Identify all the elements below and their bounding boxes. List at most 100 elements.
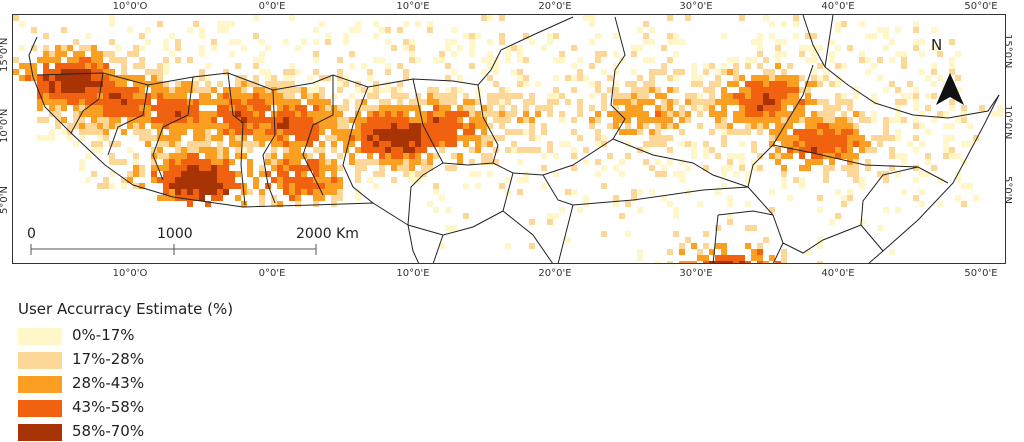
raster-cell <box>961 117 967 123</box>
raster-cell <box>115 87 121 93</box>
raster-cell <box>679 111 685 117</box>
raster-cell <box>637 117 643 123</box>
raster-cell <box>271 159 277 165</box>
raster-cell <box>229 171 235 177</box>
lon-tick-bottom: 20°0'E <box>538 268 572 279</box>
raster-cell <box>721 123 727 129</box>
raster-cell <box>775 87 781 93</box>
raster-cell <box>451 165 457 171</box>
raster-cell <box>211 183 217 189</box>
raster-cell <box>277 105 283 111</box>
raster-cell <box>751 117 757 123</box>
raster-cell <box>133 111 139 117</box>
raster-cell <box>181 99 187 105</box>
raster-cell <box>595 81 601 87</box>
raster-cell <box>571 63 577 69</box>
raster-cell <box>661 165 667 171</box>
raster-cell <box>289 141 295 147</box>
raster-cell <box>415 123 421 129</box>
raster-cell <box>847 105 853 111</box>
raster-cell <box>439 99 445 105</box>
raster-cell <box>475 117 481 123</box>
raster-cell <box>283 165 289 171</box>
raster-cell <box>373 183 379 189</box>
raster-cell <box>37 117 43 123</box>
raster-cell <box>859 51 865 57</box>
raster-cell <box>217 153 223 159</box>
raster-cell <box>619 171 625 177</box>
raster-cell <box>247 123 253 129</box>
raster-cell <box>289 63 295 69</box>
raster-cell <box>247 117 253 123</box>
raster-cell <box>157 129 163 135</box>
raster-cell <box>691 141 697 147</box>
raster-cell <box>307 141 313 147</box>
raster-cell <box>31 27 37 33</box>
raster-cell <box>37 87 43 93</box>
raster-cell <box>349 93 355 99</box>
raster-cell <box>355 117 361 123</box>
raster-cell <box>217 111 223 117</box>
raster-cell <box>85 123 91 129</box>
raster-cell <box>49 57 55 63</box>
raster-cell <box>277 165 283 171</box>
raster-cell <box>835 93 841 99</box>
raster-cell <box>721 243 727 249</box>
raster-cell <box>121 93 127 99</box>
raster-cell <box>505 45 511 51</box>
raster-cell <box>223 27 229 33</box>
raster-cell <box>295 45 301 51</box>
raster-cell <box>871 117 877 123</box>
raster-cell <box>739 117 745 123</box>
raster-cell <box>469 39 475 45</box>
raster-cell <box>481 15 487 21</box>
raster-cell <box>733 69 739 75</box>
raster-cell <box>757 165 763 171</box>
raster-cell <box>361 159 367 165</box>
raster-cell <box>163 87 169 93</box>
raster-cell <box>835 105 841 111</box>
raster-cell <box>187 189 193 195</box>
raster-cell <box>937 201 943 207</box>
raster-cell <box>793 33 799 39</box>
raster-cell <box>433 153 439 159</box>
raster-cell <box>787 93 793 99</box>
raster-cell <box>43 63 49 69</box>
raster-cell <box>337 177 343 183</box>
raster-cell <box>205 129 211 135</box>
raster-cell <box>193 129 199 135</box>
raster-cell <box>43 75 49 81</box>
raster-cell <box>775 75 781 81</box>
raster-cell <box>733 255 739 261</box>
raster-cell <box>355 123 361 129</box>
raster-cell <box>817 243 823 249</box>
raster-cell <box>517 147 523 153</box>
raster-cell <box>427 111 433 117</box>
raster-cell <box>817 195 823 201</box>
raster-cell <box>223 171 229 177</box>
raster-cell <box>589 105 595 111</box>
raster-cell <box>115 141 121 147</box>
raster-cell <box>931 117 937 123</box>
raster-cell <box>751 165 757 171</box>
accuracy-raster <box>13 15 1003 263</box>
raster-cell <box>517 75 523 81</box>
raster-cell <box>169 159 175 165</box>
raster-cell <box>667 105 673 111</box>
raster-cell <box>343 39 349 45</box>
raster-cell <box>157 117 163 123</box>
raster-cell <box>643 117 649 123</box>
raster-cell <box>205 75 211 81</box>
raster-cell <box>157 123 163 129</box>
raster-cell <box>361 129 367 135</box>
raster-cell <box>811 69 817 75</box>
raster-cell <box>751 87 757 93</box>
raster-cell <box>595 117 601 123</box>
raster-cell <box>181 147 187 153</box>
raster-cell <box>103 69 109 75</box>
raster-cell <box>361 63 367 69</box>
raster-cell <box>79 69 85 75</box>
raster-cell <box>577 99 583 105</box>
raster-cell <box>913 27 919 33</box>
raster-cell <box>391 111 397 117</box>
